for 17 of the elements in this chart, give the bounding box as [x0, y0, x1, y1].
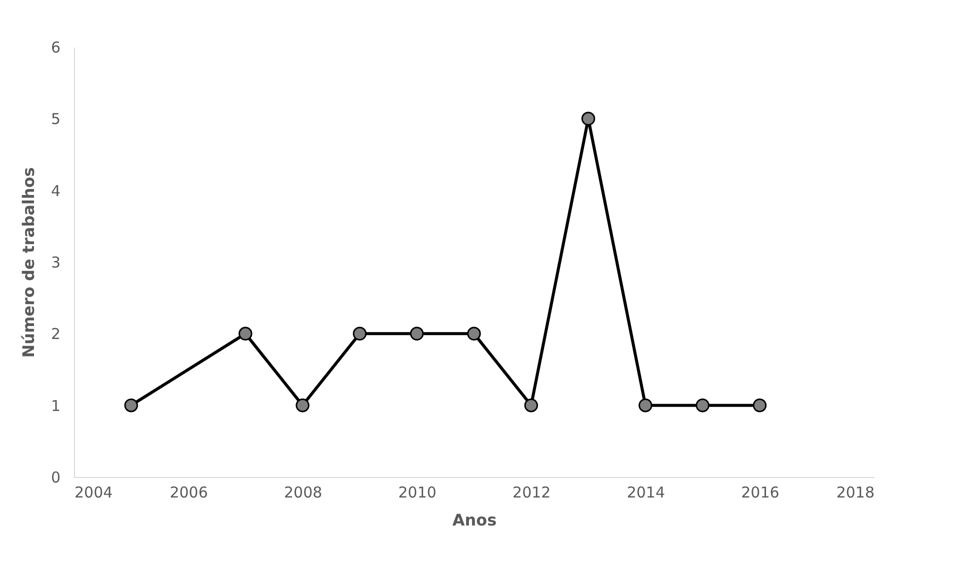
x-tick-label: 2004 [74, 484, 113, 502]
y-tick-label: 0 [50, 468, 60, 486]
x-tick-label: 2012 [512, 484, 551, 502]
x-tick-label: 2008 [284, 484, 322, 502]
y-tick-label: 4 [50, 182, 60, 200]
y-axis-title: Número de trabalhos [18, 167, 38, 358]
y-tick-label: 6 [50, 38, 60, 56]
x-tick-label: 2016 [741, 484, 780, 502]
x-tick-label: 2018 [836, 484, 874, 502]
x-tick-label: 2006 [170, 484, 208, 502]
y-tick-label: 5 [50, 110, 60, 128]
y-tick-label: 2 [50, 325, 60, 344]
x-tick-label: 2010 [398, 484, 436, 502]
y-tick-label: 1 [50, 396, 60, 415]
x-axis-title: Anos [452, 510, 497, 530]
y-tick-label: 3 [50, 254, 60, 272]
x-tick-label: 2014 [626, 484, 666, 502]
